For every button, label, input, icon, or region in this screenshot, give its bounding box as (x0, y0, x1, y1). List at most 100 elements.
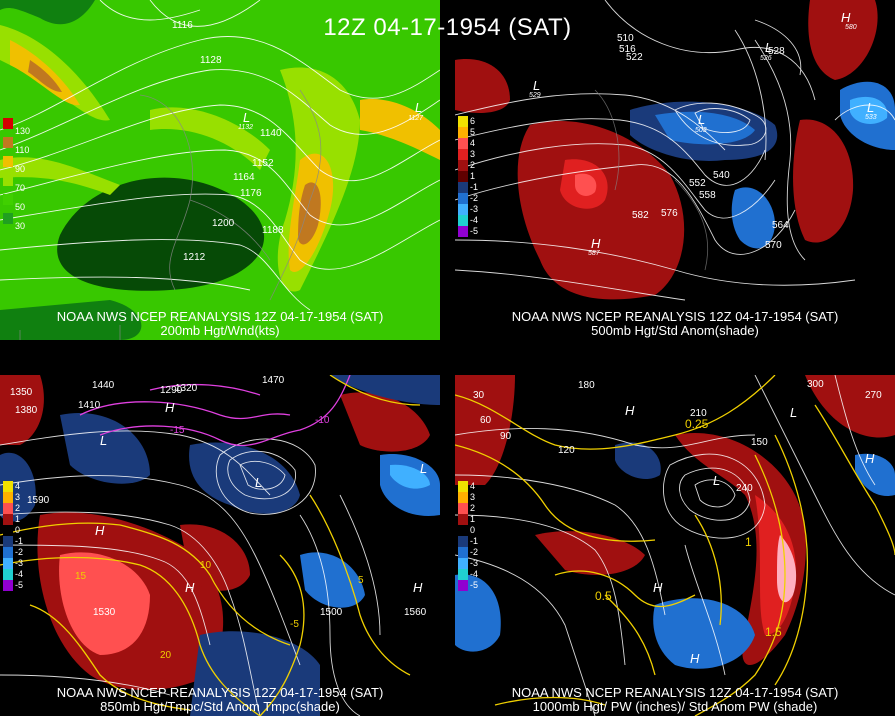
legend-label: -3 (470, 558, 479, 568)
temp-label: 10 (200, 560, 212, 571)
panel-subcaption: 1000mb Hgt/ PW (inches)/ Std Anom PW (sh… (532, 699, 818, 714)
contour-label: 1530 (93, 607, 116, 618)
low-marker: L (415, 100, 423, 115)
legend-label: 4 (15, 481, 21, 491)
legend-swatch (458, 204, 468, 215)
legend-swatch (458, 226, 468, 237)
contour-label: 1590 (27, 495, 50, 506)
temp-label: -10 (315, 415, 330, 426)
low-value: 533 (865, 114, 877, 121)
contour-label: 516 (619, 44, 636, 55)
legend-label: 110 (15, 145, 30, 155)
legend-label: 4 (470, 481, 476, 491)
contour-label: 582 (632, 210, 649, 221)
contour-label: 522 (626, 52, 643, 63)
contour-label: 552 (689, 178, 706, 189)
contour-label: 510 (617, 33, 634, 44)
anomaly-legend: 6 5 4 3 2 1 -1 -2 -3 -4 -5 (458, 116, 478, 237)
legend-label: -2 (15, 547, 24, 557)
contour-label: 576 (661, 208, 678, 219)
high-marker: H (865, 451, 875, 466)
legend-swatch (3, 156, 13, 167)
panel-caption: NOAA NWS NCEP REANALYSIS 12Z 04-17-1954 … (511, 309, 839, 324)
contour-label: 1320 (175, 383, 198, 394)
contour-label: 1380 (15, 405, 38, 416)
high-marker: H (841, 10, 851, 25)
low-value: 1132 (238, 124, 254, 131)
legend-swatch (3, 525, 13, 536)
low-marker: L (698, 112, 706, 127)
legend-swatch (3, 514, 13, 525)
pw-label: 1.5 (765, 625, 782, 639)
legend-swatch (458, 171, 468, 182)
contour-label: 180 (578, 380, 595, 391)
legend-label: 3 (470, 492, 476, 502)
temp-label: -5 (290, 619, 299, 630)
legend-label: -4 (470, 569, 479, 579)
low-marker: L (790, 405, 798, 420)
legend-swatch (3, 503, 13, 514)
legend-swatch (458, 215, 468, 226)
legend-swatch (458, 503, 468, 514)
legend-label: 0 (470, 525, 476, 535)
legend-label: 2 (470, 160, 476, 170)
legend-swatch (458, 514, 468, 525)
legend-label: -3 (15, 558, 24, 568)
high-marker: H (625, 403, 635, 418)
pw-label: 0.25 (685, 417, 709, 431)
legend-swatch (3, 118, 13, 129)
contour-label: 540 (713, 170, 730, 181)
high-marker: H (165, 400, 175, 415)
legend-swatch (458, 547, 468, 558)
legend-swatch (458, 149, 468, 160)
panel-subcaption: 200mb Hgt/Wnd(kts) (160, 323, 280, 338)
legend-label: 130 (15, 126, 31, 136)
contour-label: 240 (736, 483, 753, 494)
high-value: 587 (588, 250, 600, 257)
legend-swatch (3, 481, 13, 492)
legend-label: 90 (15, 164, 26, 174)
legend-label: 0 (15, 525, 21, 535)
contour-label: 210 (690, 408, 707, 419)
temp-label: -15 (170, 425, 185, 436)
map-1000mb (455, 375, 895, 716)
legend-label: -4 (15, 569, 24, 579)
legend-label: 70 (15, 183, 26, 193)
contour-label: 270 (865, 390, 882, 401)
contour-label: 570 (765, 240, 782, 251)
legend-swatch (3, 580, 13, 591)
contour-label: 1152 (252, 158, 274, 169)
panel-850mb: 1290 1320 1350 1380 1410 1440 1470 1500 … (0, 375, 440, 716)
pw-label: 1 (745, 535, 752, 549)
low-marker: L (100, 433, 108, 448)
legend-label: 50 (15, 202, 26, 212)
legend-label: -2 (470, 547, 479, 557)
map-500mb (455, 0, 895, 340)
anomaly-legend: 4 3 2 1 0 -1 -2 -3 -4 -5 (3, 481, 23, 591)
panel-subcaption: 850mb Hgt/Tmpc/Std Anom Tmpc(shade) (100, 699, 340, 714)
contour-label: 1200 (212, 218, 235, 229)
panel-caption: NOAA NWS NCEP REANALYSIS 12Z 04-17-1954 … (56, 309, 384, 324)
legend-swatch (458, 193, 468, 204)
map-850mb (0, 375, 440, 716)
panel-subcaption: 500mb Hgt/Std Anom(shade) (591, 323, 759, 338)
legend-swatch (458, 481, 468, 492)
low-marker: L (713, 473, 721, 488)
legend-swatch (458, 127, 468, 138)
high-marker: H (413, 580, 423, 595)
legend-swatch (3, 558, 13, 569)
legend-label: -4 (470, 215, 479, 225)
legend-swatch (3, 536, 13, 547)
high-marker: H (653, 580, 663, 595)
temp-label: 5 (358, 575, 364, 586)
legend-label: -5 (470, 226, 479, 236)
high-marker: H (591, 236, 601, 251)
low-value: 526 (760, 55, 772, 62)
legend-swatch (458, 525, 468, 536)
low-marker: L (420, 461, 428, 476)
legend-swatch (458, 536, 468, 547)
legend-swatch (3, 547, 13, 558)
main-title: 12Z 04-17-1954 (SAT) (323, 14, 572, 41)
contour-label: 1188 (262, 225, 284, 236)
contour-label: 1116 (172, 20, 193, 31)
